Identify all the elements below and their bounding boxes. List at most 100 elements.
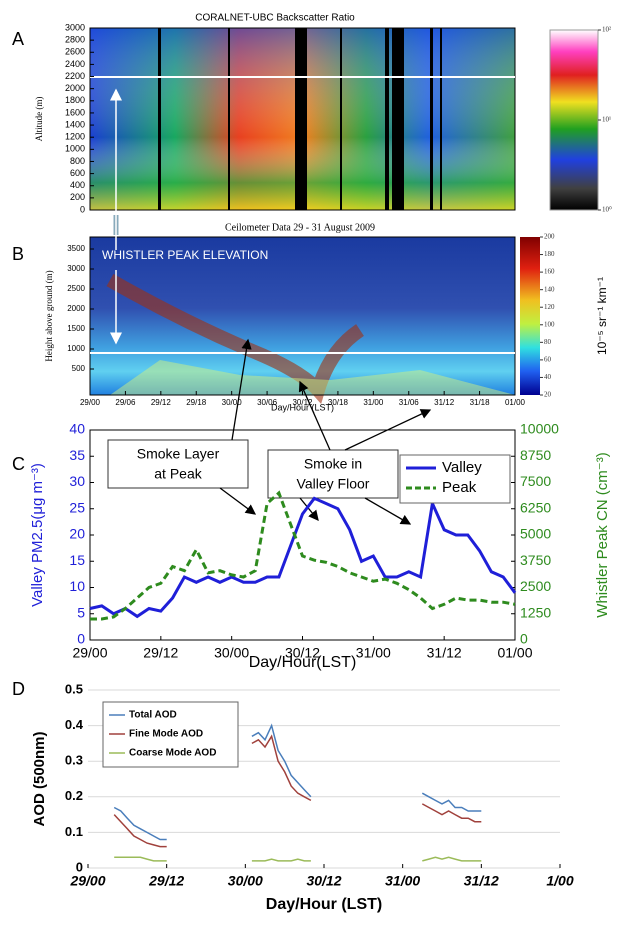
y-axis-label: Valley PM2.5(μg m⁻³): [29, 463, 46, 607]
legend-box: [102, 701, 239, 768]
y-tick-label: 500: [72, 364, 86, 373]
x-tick-label: 30/00: [214, 645, 249, 661]
y2-tick-label: 3750: [520, 552, 551, 568]
panel-label: B: [12, 244, 24, 264]
x-tick-label: 30/06: [257, 398, 278, 407]
x-tick-label: 29/12: [151, 398, 172, 407]
x-tick-label: 31/12: [427, 645, 462, 661]
annotation: at Peak: [154, 466, 202, 482]
x-tick-label: 30/00: [228, 873, 263, 889]
x-tick-label: 01/00: [505, 398, 526, 407]
y-tick-label: 0: [76, 859, 83, 874]
colorbar-tick-label: 160: [544, 268, 555, 276]
annotation-box: [267, 449, 399, 499]
colorbar-tick-label: 60: [544, 355, 552, 363]
series-line: [114, 856, 482, 862]
x-axis-label: Day/Hour (LST): [266, 896, 382, 913]
colorbar-tick-label: 140: [544, 285, 555, 293]
series-line: [90, 490, 516, 621]
y-tick-label: 25: [69, 499, 85, 515]
y-tick-label: 3000: [65, 22, 85, 32]
y-tick-label: 2200: [65, 71, 85, 81]
y2-tick-label: 10000: [520, 421, 559, 437]
y-tick-label: 200: [70, 192, 85, 202]
y-tick-label: 0.4: [65, 717, 84, 732]
y-axis-label: AOD (500nm): [31, 731, 48, 826]
y-tick-label: 0: [77, 631, 85, 647]
legend-label: Fine Mode AOD: [129, 729, 203, 740]
colorbar-tick-label: 10²: [602, 26, 611, 34]
panel-label: C: [12, 454, 25, 474]
legend-label: Valley: [442, 459, 482, 476]
x-tick-label: 30/12: [306, 873, 341, 889]
colorbar: [549, 29, 599, 211]
legend-label: Peak: [442, 479, 477, 496]
y-tick-label: 5: [77, 604, 85, 620]
boundary-layer: [110, 360, 515, 395]
colorbar-tick-label: 10⁰: [602, 206, 612, 214]
y-tick-label: 2000: [67, 304, 85, 313]
panel-label: A: [12, 29, 24, 49]
y-tick-label: 1800: [65, 95, 85, 105]
y-tick-label: 0.5: [65, 681, 83, 696]
x-axis-label: Day/Hour (LST): [271, 402, 334, 412]
legend-label: Total AOD: [129, 710, 177, 721]
y-tick-label: 0.1: [65, 824, 83, 839]
y2-tick-label: 5000: [520, 526, 551, 542]
y-tick-label: 2600: [65, 47, 85, 57]
y-tick-label: 1600: [65, 107, 85, 117]
y-tick-label: 15: [69, 552, 85, 568]
smoke-plume: [106, 273, 365, 404]
y2-tick-label: 6250: [520, 499, 551, 515]
annotation: WHISTLER PEAK ELEVATION: [102, 248, 268, 262]
y2-tick-label: 0: [520, 631, 528, 647]
x-axis-label: Day/Hour(LST): [249, 654, 357, 671]
y-tick-label: 400: [70, 180, 85, 190]
colorbar-tick-label: 120: [544, 303, 555, 311]
colorbar-tick-label: 10¹: [602, 116, 611, 124]
y-tick-label: 10: [69, 578, 85, 594]
colorbar-label: 10⁻⁵ sr⁻¹ km⁻¹: [595, 277, 609, 355]
colorbar-tick-label: 40: [544, 373, 552, 381]
y-tick-label: 30: [69, 473, 85, 489]
colorbar-tick-label: 80: [544, 338, 552, 346]
y-tick-label: 2800: [65, 35, 85, 45]
y-tick-label: 600: [70, 168, 85, 178]
x-tick-label: 31/12: [464, 873, 499, 889]
x-tick-label: 31/18: [470, 398, 491, 407]
y2-axis-label: Whistler Peak CN (cm⁻³): [594, 452, 611, 617]
x-tick-label: 29/18: [186, 398, 207, 407]
legend-label: Coarse Mode AOD: [129, 748, 216, 759]
plot-frame: [89, 27, 516, 211]
annotation: Smoke in: [304, 456, 362, 472]
x-tick-label: 31/00: [356, 645, 391, 661]
x-tick-label: 31/12: [434, 398, 455, 407]
y-axis-label: Height above ground (m): [44, 270, 54, 361]
y-tick-label: 1500: [67, 324, 85, 333]
colorbar-tick-label: 180: [544, 250, 555, 258]
colorbar-tick-label: 20: [544, 391, 552, 399]
x-tick-label: 29/12: [148, 873, 184, 889]
x-tick-label: 1/00: [546, 873, 573, 889]
y2-tick-label: 7500: [520, 473, 551, 489]
colorbar: [520, 237, 540, 395]
x-tick-label: 29/00: [72, 645, 107, 661]
x-tick-label: 31/00: [363, 398, 384, 407]
annotation-box: [107, 439, 249, 489]
x-tick-label: 29/00: [80, 398, 101, 407]
colorbar-tick-label: 200: [544, 233, 555, 241]
y-tick-label: 0.3: [65, 753, 83, 768]
colorbar-tick-label: 100: [544, 320, 555, 328]
chart-title: Ceilometer Data 29 - 31 August 2009: [225, 222, 375, 233]
x-tick-label: 29/06: [115, 398, 136, 407]
y-tick-label: 800: [70, 156, 85, 166]
annotation: Valley Floor: [297, 476, 370, 492]
panel-label: D: [12, 679, 25, 699]
chart-title: CORALNET-UBC Backscatter Ratio: [195, 13, 355, 24]
x-tick-label: 01/00: [497, 645, 532, 661]
y-tick-label: 0: [80, 204, 85, 214]
series-line: [113, 734, 482, 848]
y-axis-label: Altitude (m): [34, 97, 44, 142]
y-tick-label: 35: [69, 447, 85, 463]
